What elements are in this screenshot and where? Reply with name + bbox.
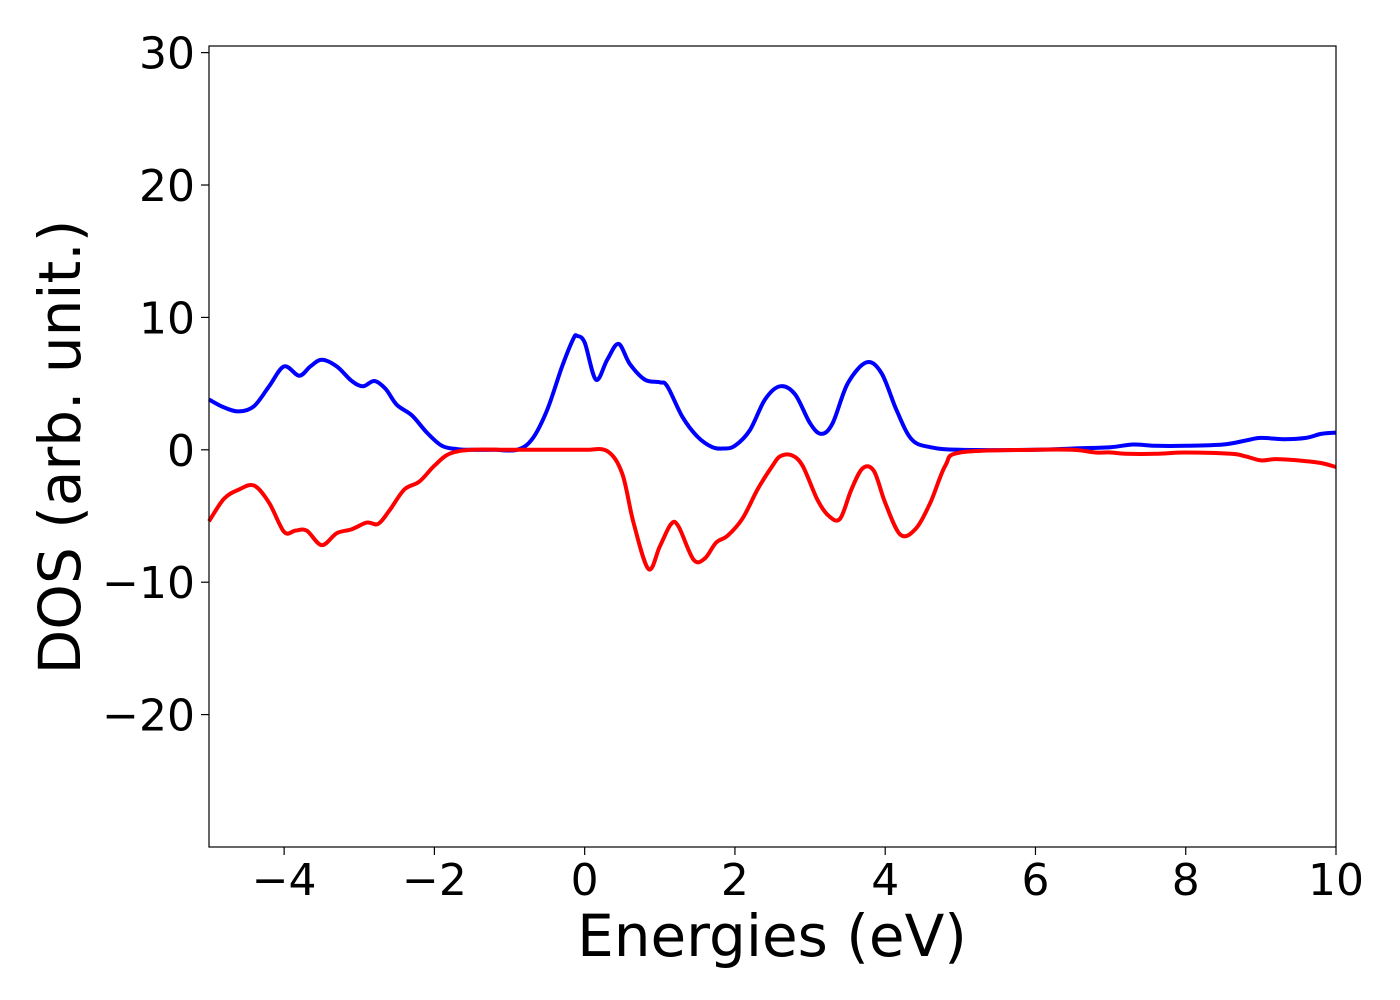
y-tick-label: 20	[139, 161, 195, 212]
x-tick-label: −2	[402, 855, 467, 906]
x-tick-label: 0	[571, 855, 599, 906]
x-tick-label: 4	[871, 855, 899, 906]
x-tick-label: 2	[721, 855, 749, 906]
y-tick-label: −20	[102, 691, 195, 742]
y-tick-label: −10	[102, 558, 195, 609]
series-layer	[207, 333, 1337, 572]
y-axis: −20 −10 0 10 20 30	[102, 29, 209, 742]
x-tick-label: 10	[1308, 855, 1364, 906]
x-axis-title: Energies (eV)	[577, 902, 967, 970]
series-line-red	[207, 447, 1337, 572]
y-tick-label: 10	[139, 293, 195, 344]
y-axis-title: DOS (arb. unit.)	[26, 220, 94, 675]
x-tick-label: −4	[252, 855, 317, 906]
y-tick-label: 0	[167, 426, 195, 477]
x-axis: −4 −2 0 2 4 6 8 10	[252, 847, 1364, 906]
x-tick-label: 6	[1021, 855, 1049, 906]
y-tick-label: 30	[139, 29, 195, 80]
plot-frame	[208, 45, 1337, 848]
x-tick-label: 8	[1172, 855, 1200, 906]
